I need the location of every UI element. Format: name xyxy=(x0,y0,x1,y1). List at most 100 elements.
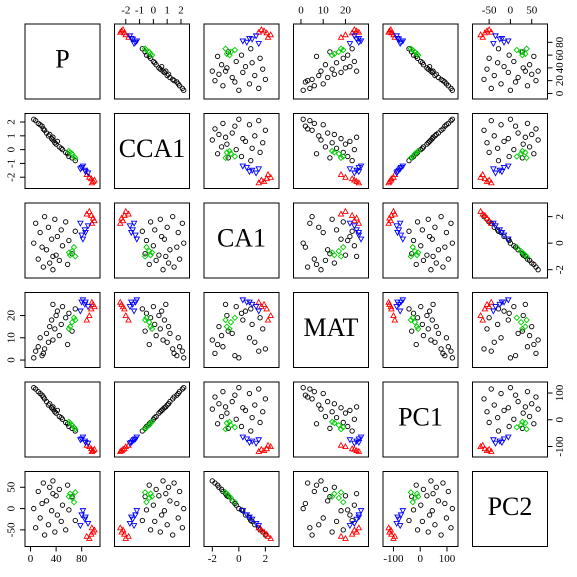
point xyxy=(159,233,165,240)
point xyxy=(414,493,422,500)
point xyxy=(258,26,265,33)
x-tick-label: 2 xyxy=(263,553,269,565)
point xyxy=(411,318,419,326)
point xyxy=(498,230,506,237)
point xyxy=(322,486,329,493)
panel-frame xyxy=(203,23,280,100)
panel-frame xyxy=(114,381,190,458)
point xyxy=(335,247,343,255)
point xyxy=(152,518,158,525)
point xyxy=(127,514,135,521)
point xyxy=(506,52,512,58)
point xyxy=(495,428,502,434)
point xyxy=(316,522,322,528)
point xyxy=(88,219,96,226)
point xyxy=(411,494,419,502)
point xyxy=(432,72,438,79)
point xyxy=(346,437,354,444)
variable-label: P xyxy=(55,44,69,73)
point xyxy=(414,51,422,59)
panel-frame xyxy=(382,381,459,458)
panel-frame xyxy=(203,113,280,189)
point xyxy=(246,514,253,521)
point xyxy=(148,325,156,333)
point xyxy=(252,33,260,40)
point xyxy=(511,303,517,310)
point xyxy=(409,328,415,334)
point xyxy=(505,135,511,142)
point xyxy=(83,210,91,217)
point xyxy=(72,253,79,260)
point xyxy=(153,332,159,339)
point xyxy=(490,220,497,227)
point xyxy=(127,35,135,43)
point xyxy=(477,312,484,319)
point xyxy=(238,423,245,430)
point xyxy=(413,341,419,348)
point xyxy=(443,122,450,128)
point xyxy=(347,233,353,240)
point xyxy=(500,39,508,46)
point xyxy=(311,83,317,89)
point xyxy=(262,76,269,83)
point xyxy=(171,264,177,270)
point xyxy=(264,441,272,448)
y-tick-label: -50 xyxy=(6,522,18,537)
point xyxy=(167,330,173,336)
point xyxy=(45,339,52,345)
point xyxy=(393,223,401,230)
point xyxy=(494,60,501,66)
point xyxy=(262,127,269,133)
point xyxy=(50,267,56,273)
point xyxy=(424,252,430,258)
point xyxy=(231,314,239,321)
point xyxy=(143,46,150,54)
point xyxy=(357,163,365,170)
point xyxy=(424,312,430,319)
point xyxy=(414,315,421,321)
point xyxy=(355,219,363,226)
point xyxy=(351,445,358,452)
point xyxy=(414,219,421,225)
panel-frame xyxy=(382,23,459,100)
panel-frame xyxy=(24,381,101,458)
point xyxy=(506,423,512,430)
point xyxy=(449,240,455,246)
point xyxy=(59,416,66,422)
point xyxy=(351,26,358,33)
point xyxy=(232,79,238,85)
point xyxy=(54,138,61,144)
point xyxy=(425,216,431,222)
point xyxy=(43,498,50,504)
point xyxy=(72,517,78,524)
point xyxy=(85,312,93,319)
point xyxy=(72,489,79,496)
variable-label: PC2 xyxy=(488,492,533,521)
point xyxy=(58,518,64,525)
point xyxy=(91,176,98,183)
point xyxy=(133,236,141,243)
point xyxy=(260,177,268,184)
point xyxy=(91,217,98,224)
point xyxy=(164,72,170,79)
point xyxy=(340,46,347,54)
point xyxy=(351,217,358,224)
point xyxy=(419,145,426,151)
point xyxy=(143,243,150,251)
point xyxy=(501,308,507,314)
point xyxy=(479,33,487,40)
point xyxy=(147,419,154,427)
point xyxy=(487,447,495,454)
point xyxy=(320,122,326,128)
point xyxy=(517,318,525,326)
point xyxy=(255,179,263,186)
point xyxy=(519,249,526,256)
point xyxy=(523,316,530,324)
point xyxy=(77,308,84,315)
point xyxy=(504,163,512,170)
point xyxy=(407,489,415,496)
point xyxy=(52,216,58,222)
point xyxy=(88,524,96,531)
point xyxy=(320,515,326,521)
point xyxy=(304,264,311,270)
